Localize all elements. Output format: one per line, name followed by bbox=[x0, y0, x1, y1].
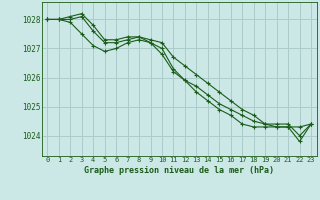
X-axis label: Graphe pression niveau de la mer (hPa): Graphe pression niveau de la mer (hPa) bbox=[84, 166, 274, 175]
